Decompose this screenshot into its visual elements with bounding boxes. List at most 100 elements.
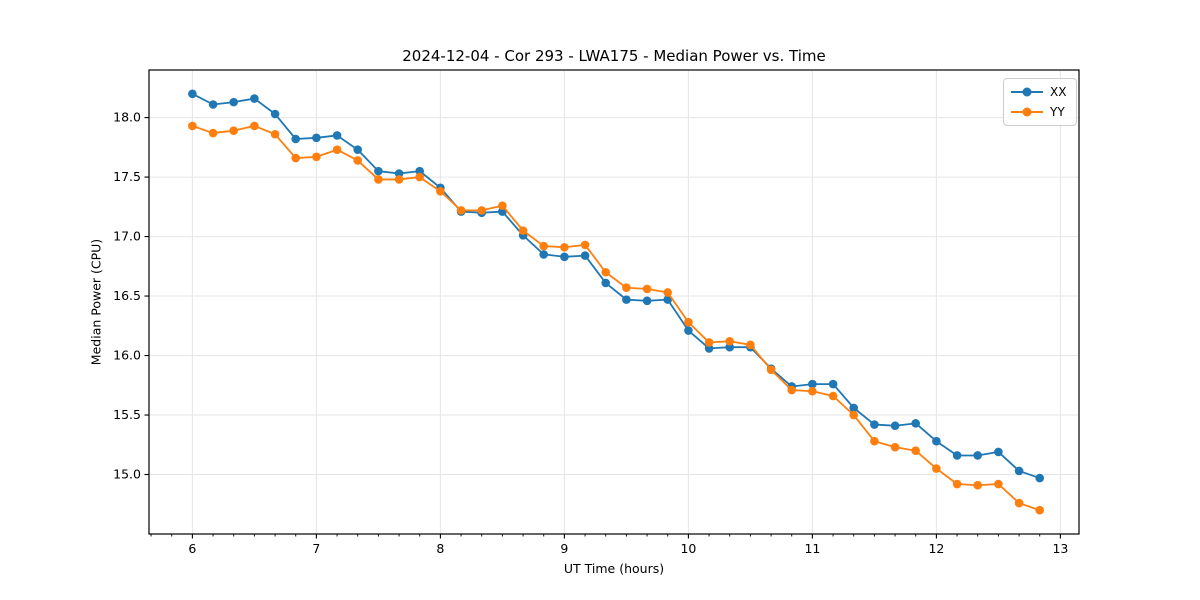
data-point-xx [994, 447, 1003, 457]
data-point-xx [952, 451, 962, 460]
data-point-yy [1014, 498, 1024, 508]
data-point-xx [374, 166, 383, 176]
data-point-xx [208, 100, 218, 109]
data-point-xx [911, 419, 920, 428]
data-point-xx [250, 94, 259, 103]
legend-item-yy: YY [1011, 103, 1068, 120]
data-point-xx [539, 250, 548, 259]
data-point-yy [766, 365, 776, 375]
data-point-xx [808, 379, 817, 389]
data-point-xx [890, 421, 900, 431]
data-point-yy [353, 156, 362, 165]
data-point-xx [560, 252, 569, 262]
data-point-yy [704, 338, 714, 347]
data-point-xx [849, 403, 858, 413]
data-point-yy [849, 410, 858, 420]
data-point-xx [601, 278, 610, 288]
data-point-xx [415, 166, 424, 176]
legend-item-xx: XX [1011, 83, 1068, 100]
data-point-yy [684, 317, 693, 327]
data-point-yy [828, 391, 838, 401]
data-point-xx [312, 133, 321, 143]
data-point-yy [1035, 505, 1044, 515]
legend-marker-icon [1022, 107, 1032, 116]
data-point-yy [229, 126, 238, 135]
legend-label-xx: XX [1050, 84, 1067, 99]
data-point-yy [291, 153, 300, 163]
data-point-yy [498, 201, 507, 210]
data-point-yy [560, 242, 569, 252]
data-point-xx [229, 97, 238, 107]
data-point-xx [332, 131, 342, 140]
data-point-xx [394, 169, 404, 178]
x-tick-label: 11 [804, 541, 820, 556]
x-tick-label: 9 [560, 541, 568, 556]
legend-swatch-yy [1011, 107, 1043, 116]
data-point-yy [642, 284, 652, 294]
data-point-yy [622, 283, 631, 293]
y-tick-label: 15.0 [113, 467, 141, 482]
data-point-yy [580, 240, 590, 250]
plot-frame [148, 69, 1080, 535]
data-point-xx [291, 134, 300, 144]
data-point-xx [270, 109, 280, 119]
data-point-yy [890, 442, 900, 452]
chart-title: 2024-12-04 - Cor 293 - LWA175 - Median P… [402, 47, 826, 65]
data-point-yy [746, 340, 755, 350]
data-point-yy [332, 145, 342, 155]
legend: XX YY [1003, 78, 1077, 126]
x-tick-label: 13 [1052, 541, 1068, 556]
data-point-yy [911, 446, 920, 456]
data-point-xx [870, 420, 879, 429]
y-tick-label: 16.5 [113, 288, 141, 303]
y-tick-label: 17.5 [113, 169, 141, 184]
data-point-xx [663, 295, 672, 304]
data-point-xx [684, 326, 693, 335]
data-point-xx [1014, 466, 1024, 476]
x-tick-label: 6 [188, 541, 196, 556]
data-point-yy [601, 267, 610, 277]
x-axis-label: UT Time (hours) [563, 561, 665, 576]
data-point-yy [312, 152, 321, 162]
data-point-yy [415, 172, 424, 182]
data-point-yy [270, 129, 280, 139]
data-point-xx [973, 451, 982, 460]
y-axis-label: Median Power (CPU) [88, 238, 104, 366]
y-tick-label: 16.0 [113, 348, 141, 363]
y-tick-label: 15.5 [113, 407, 141, 422]
data-point-yy [518, 226, 528, 235]
x-tick-label: 7 [312, 541, 320, 556]
data-point-xx [622, 295, 631, 304]
data-point-xx [1035, 473, 1044, 483]
data-point-xx [188, 89, 197, 99]
x-tick-label: 10 [680, 541, 696, 556]
data-point-yy [456, 206, 466, 215]
data-point-xx [932, 436, 941, 446]
data-point-xx [580, 251, 590, 260]
data-point-yy [725, 336, 734, 346]
x-tick-label: 8 [436, 541, 444, 556]
data-point-yy [477, 206, 486, 215]
data-point-yy [994, 479, 1003, 489]
legend-label-yy: YY [1050, 104, 1065, 119]
legend-marker-icon [1022, 87, 1032, 96]
data-point-yy [436, 187, 445, 196]
data-point-yy [394, 175, 404, 184]
data-point-yy [787, 385, 796, 395]
data-point-yy [870, 436, 879, 446]
data-point-yy [663, 288, 672, 297]
data-point-yy [208, 128, 218, 138]
data-point-yy [250, 121, 259, 131]
data-point-yy [952, 479, 962, 489]
data-point-yy [539, 241, 548, 251]
data-point-xx [828, 379, 838, 389]
data-point-yy [808, 386, 817, 396]
x-tick-label: 12 [928, 541, 944, 556]
y-tick-label: 17.0 [113, 229, 141, 244]
data-point-yy [374, 175, 383, 184]
data-point-xx [642, 296, 652, 306]
data-point-xx [704, 344, 714, 353]
data-point-xx [725, 342, 734, 352]
